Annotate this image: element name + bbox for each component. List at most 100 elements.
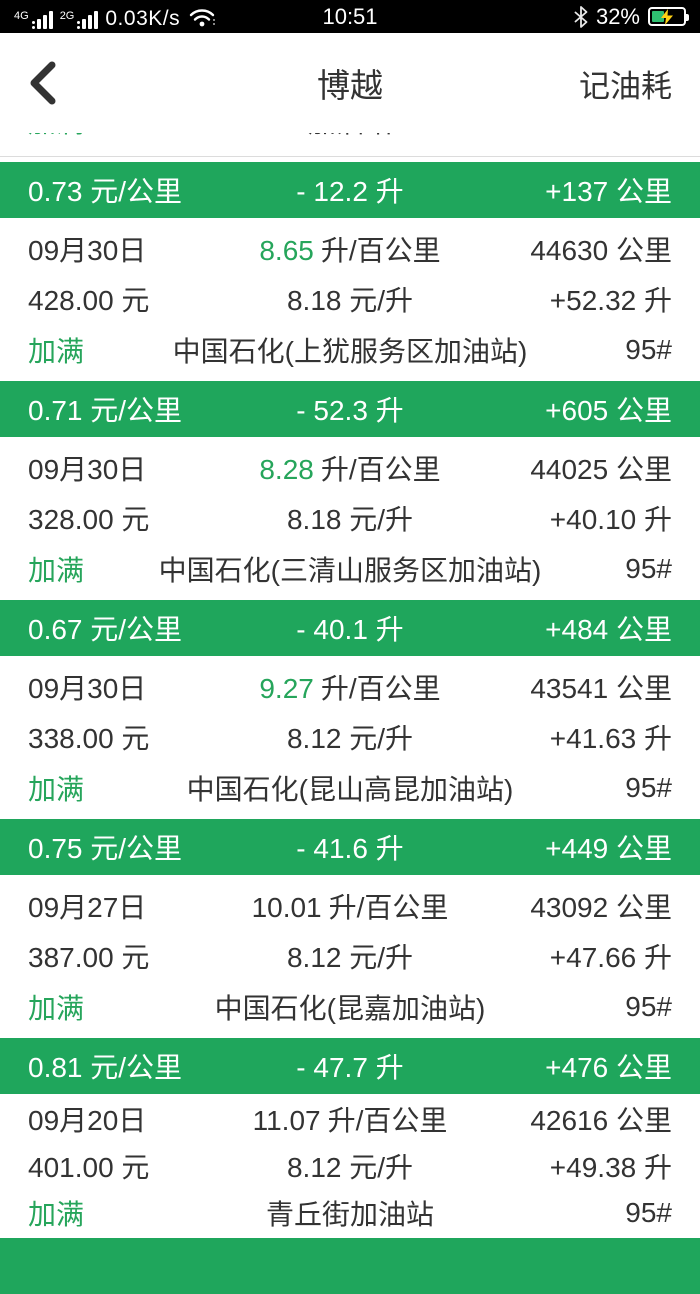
record-row-3: 加满 中国石化(三清山服务区加油站) 95# bbox=[0, 549, 700, 589]
amount-paid: 387.00 元 bbox=[28, 942, 150, 974]
network-type-label: 2G bbox=[59, 10, 75, 22]
record-row-3: 加满 中国石化(上犹服务区加油站) 95# bbox=[0, 330, 700, 370]
volume-added: +52.32 升 bbox=[549, 285, 672, 317]
trip-summary-bar[interactable]: 0.67 元/公里 - 40.1 升 +484 公里 bbox=[0, 600, 700, 656]
consumption-value: 8.65 bbox=[259, 235, 314, 267]
consumption-unit: 升/百公里 bbox=[320, 235, 441, 267]
record-row-3: 加满 青丘街加油站 95# bbox=[0, 1193, 700, 1233]
trip-summary-bar[interactable]: 0.75 元/公里 - 41.6 升 +449 公里 bbox=[0, 819, 700, 875]
consumption: 8.65 升/百公里 bbox=[213, 229, 487, 269]
network-speed: 0.03K/s bbox=[105, 7, 181, 30]
record-date: 09月30日 bbox=[28, 673, 147, 705]
fuel-record[interactable]: 09月30日 8.28 升/百公里 44025 公里 328.00 元 8.18 … bbox=[0, 437, 700, 600]
trip-summary-bar[interactable]: 0.73 元/公里 - 12.2 升 +137 公里 bbox=[0, 162, 700, 218]
log-fuel-button[interactable]: 记油耗 bbox=[579, 68, 672, 104]
fuel-grade: 95# bbox=[625, 1196, 672, 1228]
trip-distance: +605 公里 bbox=[545, 395, 672, 426]
odometer-reading: 43092 公里 bbox=[530, 892, 672, 924]
cost-per-km: 0.81 元/公里 bbox=[28, 1052, 183, 1083]
fuel-grade: 95# bbox=[625, 990, 672, 1022]
fuel-used: - 40.1 升 bbox=[296, 614, 404, 645]
fuel-used: - 47.7 升 bbox=[296, 1052, 404, 1083]
fuel-record[interactable]: 09月27日 10.01 升/百公里 43092 公里 387.00 元 8.12… bbox=[0, 875, 700, 1038]
back-button[interactable] bbox=[28, 61, 56, 105]
nav-bar: 博越 记油耗 bbox=[0, 33, 700, 133]
amount-paid: 401.00 元 bbox=[28, 1151, 150, 1183]
trip-distance: +137 公里 bbox=[545, 176, 672, 207]
record-row-2: 328.00 元 8.18 元/升 +40.10 升 bbox=[0, 498, 700, 538]
amount-paid: 338.00 元 bbox=[28, 723, 150, 755]
record-date: 09月30日 bbox=[28, 454, 147, 486]
unit-price: 8.18 元/升 bbox=[286, 504, 414, 536]
fill-type: 加满 bbox=[28, 992, 85, 1024]
station-name: 加油站 bbox=[213, 133, 487, 141]
record-row-2: 428.00 元 8.18 元/升 +52.32 升 bbox=[0, 279, 700, 319]
fuel-record[interactable]: 09月30日 8.65 升/百公里 44630 公里 428.00 元 8.18 … bbox=[0, 218, 700, 381]
partial-previous-record[interactable]: 加满 加油站 95# bbox=[0, 133, 700, 157]
fuel-record-group: 0.67 元/公里 - 40.1 升 +484 公里 09月30日 9.27 升/… bbox=[0, 600, 700, 819]
odometer-reading: 44630 公里 bbox=[530, 235, 672, 267]
cost-per-km: 0.71 元/公里 bbox=[28, 395, 183, 426]
status-left: 4G 2G 0.03K/s bbox=[14, 0, 217, 33]
fuel-grade: 95# bbox=[625, 552, 672, 584]
fill-type: 加满 bbox=[28, 133, 213, 141]
record-date: 09月30日 bbox=[28, 235, 147, 267]
record-row-3: 加满 中国石化(昆嘉加油站) 95# bbox=[0, 987, 700, 1027]
station-name: 青丘街加油站 bbox=[265, 1198, 434, 1230]
record-row-1: 09月30日 8.65 升/百公里 44630 公里 bbox=[0, 229, 700, 269]
battery-charging-icon bbox=[648, 7, 689, 26]
odometer-reading: 42616 公里 bbox=[530, 1105, 672, 1137]
station-name: 中国石化(昆嘉加油站) bbox=[214, 992, 486, 1024]
records-scroll-area[interactable]: 加满 加油站 95# 0.73 元/公里 - 12.2 升 +137 公里 09… bbox=[0, 133, 700, 1294]
fuel-used: - 52.3 升 bbox=[296, 395, 404, 426]
record-row-1: 09月30日 9.27 升/百公里 43541 公里 bbox=[0, 667, 700, 707]
odometer-reading: 43541 公里 bbox=[530, 673, 672, 705]
signal-4g-icon: 4G bbox=[14, 9, 53, 29]
records-list: 0.73 元/公里 - 12.2 升 +137 公里 09月30日 8.65 升/… bbox=[0, 162, 700, 1238]
unit-price: 8.12 元/升 bbox=[286, 723, 414, 755]
record-row-1: 09月27日 10.01 升/百公里 43092 公里 bbox=[0, 886, 700, 926]
fill-type: 加满 bbox=[28, 1198, 85, 1230]
consumption-value: 8.28 bbox=[259, 454, 314, 486]
bluetooth-icon bbox=[574, 5, 588, 28]
amount-paid: 428.00 元 bbox=[28, 285, 150, 317]
chevron-left-icon bbox=[28, 61, 56, 105]
consumption: 8.28 升/百公里 bbox=[213, 448, 487, 488]
wifi-icon bbox=[189, 7, 217, 29]
consumption-unit: 升/百公里 bbox=[320, 454, 441, 486]
status-bar: 4G 2G 0.03K/s 10:51 bbox=[0, 0, 700, 33]
fuel-record[interactable]: 09月30日 9.27 升/百公里 43541 公里 338.00 元 8.12 … bbox=[0, 656, 700, 819]
fuel-record-group: 0.81 元/公里 - 47.7 升 +476 公里 09月20日 11.07 升… bbox=[0, 1038, 700, 1238]
fuel-record-group: 0.75 元/公里 - 41.6 升 +449 公里 09月27日 10.01 升… bbox=[0, 819, 700, 1038]
record-row-1: 09月30日 8.28 升/百公里 44025 公里 bbox=[0, 448, 700, 488]
trip-distance: +449 公里 bbox=[545, 833, 672, 864]
fuel-record-group: 0.73 元/公里 - 12.2 升 +137 公里 09月30日 8.65 升/… bbox=[0, 162, 700, 381]
volume-added: +41.63 升 bbox=[549, 723, 672, 755]
record-date: 09月27日 bbox=[28, 892, 147, 924]
consumption-unit: 升/百公里 bbox=[327, 1105, 448, 1137]
battery-percent: 32% bbox=[595, 3, 640, 29]
fuel-used: - 12.2 升 bbox=[296, 176, 404, 207]
fuel-record[interactable]: 09月20日 11.07 升/百公里 42616 公里 401.00 元 8.12… bbox=[0, 1094, 700, 1238]
trip-distance: +476 公里 bbox=[545, 1052, 672, 1083]
fill-type: 加满 bbox=[28, 773, 85, 805]
signal-2g-icon: 2G bbox=[60, 9, 99, 29]
volume-added: +49.38 升 bbox=[549, 1151, 672, 1183]
trip-summary-bar[interactable]: 0.71 元/公里 - 52.3 升 +605 公里 bbox=[0, 381, 700, 437]
trip-summary-bar[interactable]: 0.81 元/公里 - 47.7 升 +476 公里 bbox=[0, 1038, 700, 1094]
volume-added: +40.10 升 bbox=[549, 504, 672, 536]
next-summary-bar-sliver[interactable] bbox=[0, 1238, 700, 1294]
record-row-2: 387.00 元 8.12 元/升 +47.66 升 bbox=[0, 936, 700, 976]
record-date: 09月20日 bbox=[28, 1105, 147, 1137]
cost-per-km: 0.67 元/公里 bbox=[28, 614, 183, 645]
record-row-1: 09月20日 11.07 升/百公里 42616 公里 bbox=[0, 1099, 700, 1139]
consumption-unit: 升/百公里 bbox=[328, 892, 449, 924]
consumption: 9.27 升/百公里 bbox=[213, 667, 487, 707]
consumption-unit: 升/百公里 bbox=[320, 673, 441, 705]
consumption-value: 10.01 bbox=[251, 892, 322, 924]
station-name: 中国石化(昆山高昆加油站) bbox=[186, 773, 514, 805]
record-row-2: 401.00 元 8.12 元/升 +49.38 升 bbox=[0, 1146, 700, 1186]
consumption-value: 11.07 bbox=[252, 1105, 321, 1137]
fuel-grade: 95# bbox=[487, 133, 672, 137]
station-name: 中国石化(上犹服务区加油站) bbox=[172, 335, 528, 367]
